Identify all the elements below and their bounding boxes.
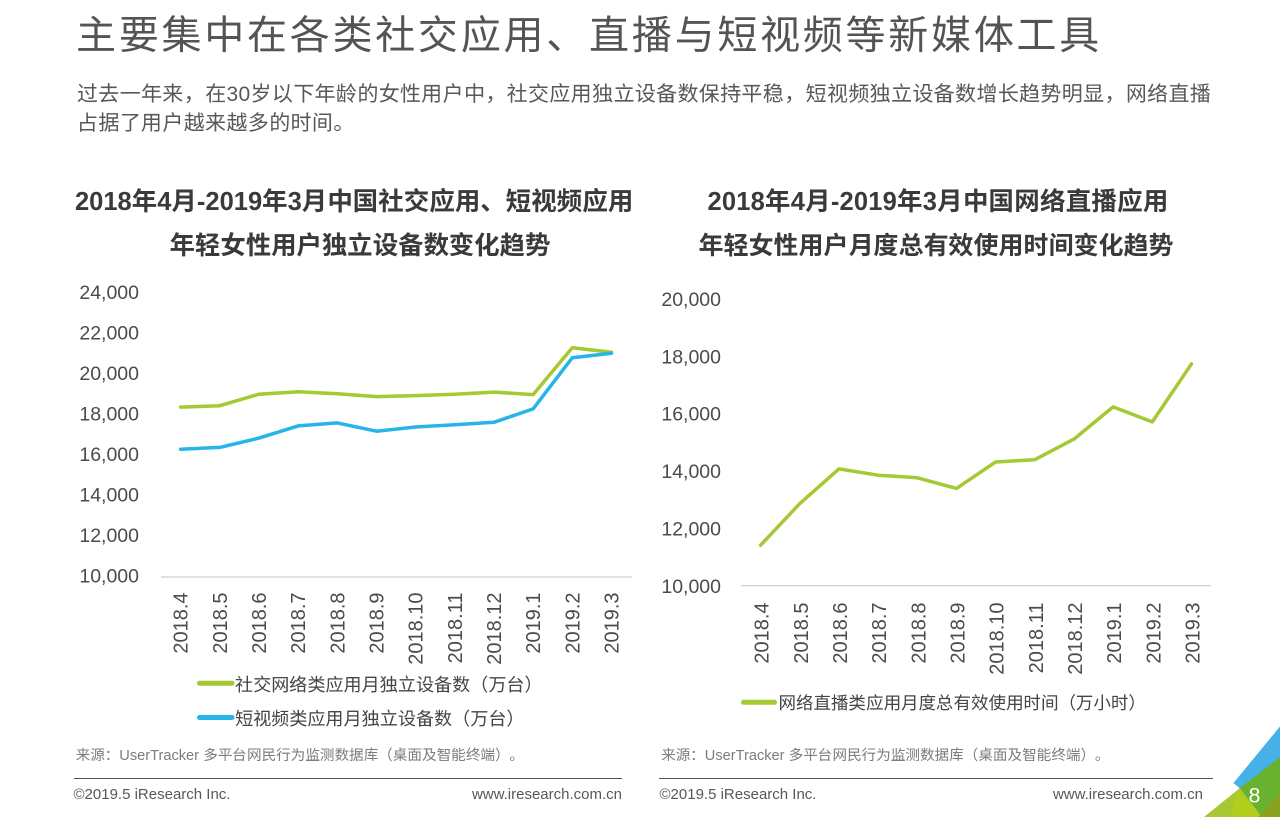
svg-text:10,000: 10,000 xyxy=(661,576,721,598)
svg-text:2019.2: 2019.2 xyxy=(1143,603,1165,664)
svg-text:16,000: 16,000 xyxy=(79,444,139,466)
svg-text:2019.1: 2019.1 xyxy=(523,593,545,654)
svg-text:2018.10: 2018.10 xyxy=(406,593,428,665)
svg-text:8: 8 xyxy=(1249,784,1261,808)
svg-text:2018.5: 2018.5 xyxy=(791,603,813,664)
svg-text:2018.9: 2018.9 xyxy=(367,593,389,654)
svg-text:2019.3: 2019.3 xyxy=(602,593,624,654)
svg-text:18,000: 18,000 xyxy=(79,403,139,425)
svg-text:2018.7: 2018.7 xyxy=(869,603,891,664)
svg-text:14,000: 14,000 xyxy=(79,484,139,506)
svg-text:2018.10: 2018.10 xyxy=(987,603,1009,675)
svg-text:16,000: 16,000 xyxy=(661,404,721,426)
svg-text:12,000: 12,000 xyxy=(79,525,139,547)
svg-text:2019.3: 2019.3 xyxy=(1183,603,1205,664)
svg-text:2018.4: 2018.4 xyxy=(752,603,774,664)
svg-text:2018.12: 2018.12 xyxy=(1065,603,1087,675)
svg-text:20,000: 20,000 xyxy=(79,363,139,385)
svg-text:2018.6: 2018.6 xyxy=(249,593,271,654)
svg-text:2018.8: 2018.8 xyxy=(908,603,930,664)
svg-text:24,000: 24,000 xyxy=(79,282,139,304)
svg-text:2018.11: 2018.11 xyxy=(445,593,467,664)
svg-text:2019.2: 2019.2 xyxy=(562,593,584,654)
svg-text:10,000: 10,000 xyxy=(79,565,139,587)
svg-text:2018.11: 2018.11 xyxy=(1026,603,1048,674)
svg-text:22,000: 22,000 xyxy=(79,322,139,344)
svg-text:2018.8: 2018.8 xyxy=(327,593,349,654)
svg-text:2018.6: 2018.6 xyxy=(830,603,852,664)
svg-text:20,000: 20,000 xyxy=(661,289,721,311)
svg-text:2018.9: 2018.9 xyxy=(948,603,970,664)
svg-text:18,000: 18,000 xyxy=(661,346,721,368)
svg-text:2019.1: 2019.1 xyxy=(1104,603,1126,664)
svg-text:2018.12: 2018.12 xyxy=(484,593,506,665)
svg-text:14,000: 14,000 xyxy=(661,461,721,483)
svg-text:2018.7: 2018.7 xyxy=(288,593,310,654)
svg-text:2018.5: 2018.5 xyxy=(210,593,232,654)
svg-text:2018.4: 2018.4 xyxy=(171,593,193,654)
svg-text:12,000: 12,000 xyxy=(661,518,721,540)
